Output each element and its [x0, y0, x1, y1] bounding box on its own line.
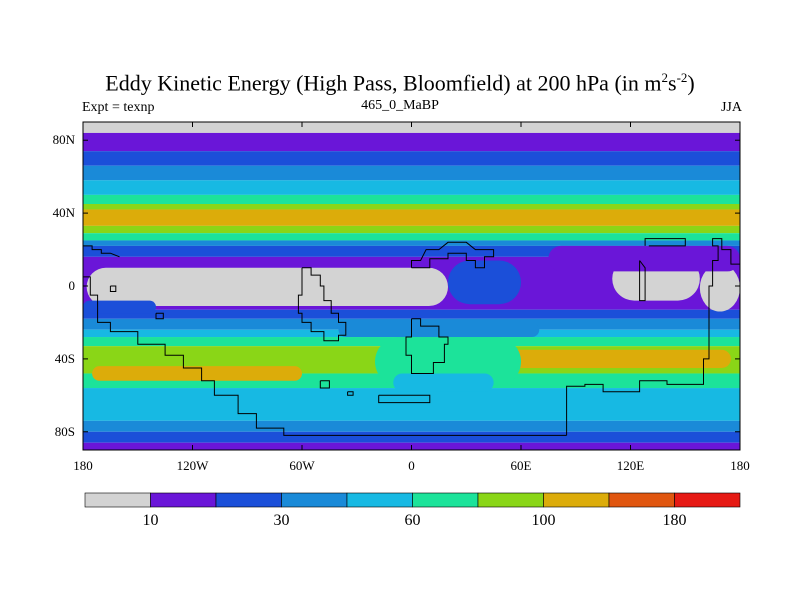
experiment-label: Expt = texnp [82, 100, 155, 115]
colorbar-box-4 [346, 492, 413, 508]
coastline-10 [566, 238, 740, 436]
colorbar: 10 30 60 100 180 [84, 492, 741, 529]
chart-title-m-exponent: 2 [661, 70, 669, 85]
colorbar-label-0: 10 [143, 512, 159, 529]
coastline-3 [155, 312, 164, 320]
contour-patch-3 [699, 264, 740, 312]
chart-title-s-exponent: -2 [676, 70, 688, 85]
coastline-layer [83, 238, 740, 436]
coastline-2 [109, 285, 117, 292]
coastline-1 [83, 276, 567, 436]
y-tick-label-1: 40N [53, 205, 76, 220]
contour-band-20 [83, 420, 740, 432]
y-tick-label-2: 0 [69, 278, 76, 293]
colorbar-box-8 [608, 492, 675, 508]
y-tick-label-0: 80N [53, 132, 76, 147]
x-tick-label-0: 180 [73, 458, 93, 473]
contour-patch-1 [86, 267, 449, 307]
contour-patch-11 [393, 373, 494, 392]
contour-patch-6 [83, 300, 156, 314]
contour-band-7 [83, 209, 740, 226]
colorbar-box-9 [674, 492, 741, 508]
colorbar-box-6 [477, 492, 544, 508]
contour-band-13 [83, 309, 740, 319]
coastline-0 [83, 245, 120, 258]
coastline-12 [639, 260, 646, 302]
y-tick-label-4: 80S [55, 424, 75, 439]
coastline-7 [411, 241, 495, 269]
coastline-8 [405, 318, 449, 374]
contour-band-19 [83, 388, 740, 421]
chart-subtitle: 465_0_MaBP [361, 98, 439, 113]
x-tick-label-4: 60E [511, 458, 532, 473]
contour-band-5 [83, 194, 740, 204]
colorbar-label-4: 180 [663, 512, 687, 529]
chart-title-close: ) [687, 70, 695, 96]
x-tick-label-5: 120E [617, 458, 645, 473]
contour-patch-8 [92, 366, 302, 381]
contour-band-4 [83, 180, 740, 195]
contour-band-2 [83, 151, 740, 166]
x-tick-label-2: 60W [289, 458, 315, 473]
contour-band-9 [83, 233, 740, 241]
contour-band-10 [83, 240, 740, 246]
colorbar-box-7 [543, 492, 610, 508]
chart-title: Eddy Kinetic Energy (High Pass, Bloomfie… [0, 70, 800, 96]
contour-band-11 [83, 245, 740, 257]
contour-band-21 [83, 431, 740, 443]
colorbar-label-1: 30 [274, 512, 290, 529]
x-tick-label-6: 180 [730, 458, 750, 473]
contour-band-0 [83, 122, 740, 133]
x-tick-label-3: 0 [408, 458, 415, 473]
coastline-11 [644, 238, 686, 247]
axes-layer: 180 120W 60W 0 60E 120E 180 80N 40N 0 40S 80S [53, 122, 750, 473]
contour-band-1 [83, 132, 740, 152]
colorbar-label-2: 60 [405, 512, 421, 529]
x-tick-label-1: 120W [177, 458, 210, 473]
coastline-4 [297, 267, 347, 342]
coastline-5 [319, 380, 330, 389]
contour-patch-4 [548, 245, 740, 272]
colorbar-box-1 [150, 492, 217, 508]
contour-band-3 [83, 165, 740, 181]
chart-title-s-unit: s [668, 70, 677, 96]
plot-fill-layer [83, 122, 740, 450]
coastline-6 [347, 391, 354, 396]
y-tick-label-3: 40S [55, 351, 75, 366]
colorbar-box-5 [412, 492, 479, 508]
chart-title-text: Eddy Kinetic Energy (High Pass, Bloomfie… [105, 70, 662, 96]
season-label: JJA [720, 100, 742, 115]
colorbar-box-0 [84, 492, 151, 508]
coastline-9 [378, 394, 431, 404]
colorbar-box-2 [215, 492, 282, 508]
contour-patch-5 [448, 260, 521, 305]
contour-band-8 [83, 225, 740, 234]
contour-patch-9 [502, 349, 731, 368]
colorbar-box-3 [281, 492, 348, 508]
colorbar-label-3: 100 [532, 512, 556, 529]
contour-band-6 [83, 204, 740, 210]
